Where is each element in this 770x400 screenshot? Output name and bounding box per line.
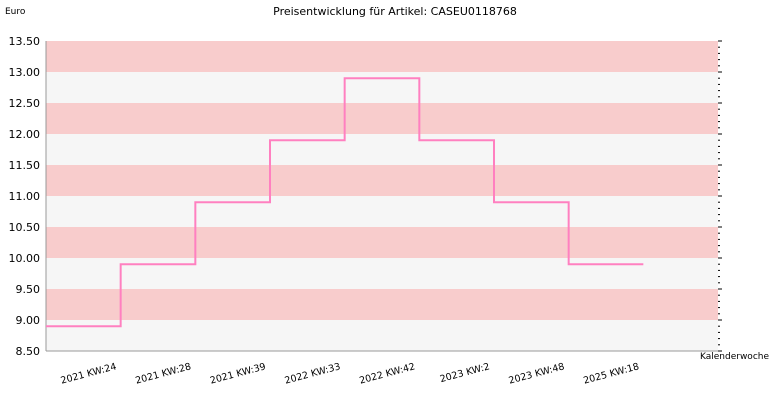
x-tick-label: 2021 KW:24 (60, 361, 118, 386)
plot-band (46, 196, 718, 227)
chart-title: Preisentwicklung für Artikel: CASEU01187… (273, 5, 517, 18)
x-tick-label: 2023 KW:48 (508, 361, 566, 386)
plot-band (46, 320, 718, 351)
plot-band (46, 165, 718, 196)
y-tick-label: 13.00 (9, 66, 41, 79)
x-tick-labels: 2021 KW:24 2021 KW:28 2021 KW:39 2022 KW:33… (60, 361, 641, 386)
y-tick-label: 12.50 (9, 97, 41, 110)
plot-band (46, 227, 718, 258)
x-tick-label: 2022 KW:33 (284, 361, 342, 386)
y-tick-labels: 8.50 9.00 9.50 10.00 10.50 11.00 11.50 12.00 12.… (9, 35, 41, 358)
y-tick-label: 10.00 (9, 252, 41, 265)
x-axis-label: Kalenderwoche (700, 352, 769, 362)
plot-bands (46, 41, 718, 351)
x-tick-label: 2022 KW:42 (358, 361, 416, 386)
price-series (46, 77, 644, 328)
y-axis-label: Euro (5, 7, 26, 17)
plot-band (46, 103, 718, 134)
x-tick-label: 2021 KW:39 (209, 361, 267, 386)
plot-band (46, 41, 718, 72)
y-tick-label: 11.50 (9, 159, 41, 172)
x-tick-label: 2023 KW:2 (439, 361, 491, 385)
axes (45, 40, 722, 352)
y-tick-label: 9.00 (16, 314, 41, 327)
plot-band (46, 258, 718, 289)
x-tick-label: 2025 KW:18 (582, 361, 640, 386)
plot-band (46, 134, 718, 165)
x-tick-label: 2021 KW:28 (134, 361, 192, 386)
y-tick-label: 9.50 (16, 283, 41, 296)
y-tick-label: 12.00 (9, 128, 41, 141)
plot-band (46, 289, 718, 320)
plot-band (46, 72, 718, 103)
y-tick-label: 10.50 (9, 221, 41, 234)
y-tick-label: 8.50 (16, 345, 41, 358)
price-step-line (46, 77, 644, 328)
y-tick-label: 11.00 (9, 190, 41, 203)
y-tick-label: 13.50 (9, 35, 41, 48)
